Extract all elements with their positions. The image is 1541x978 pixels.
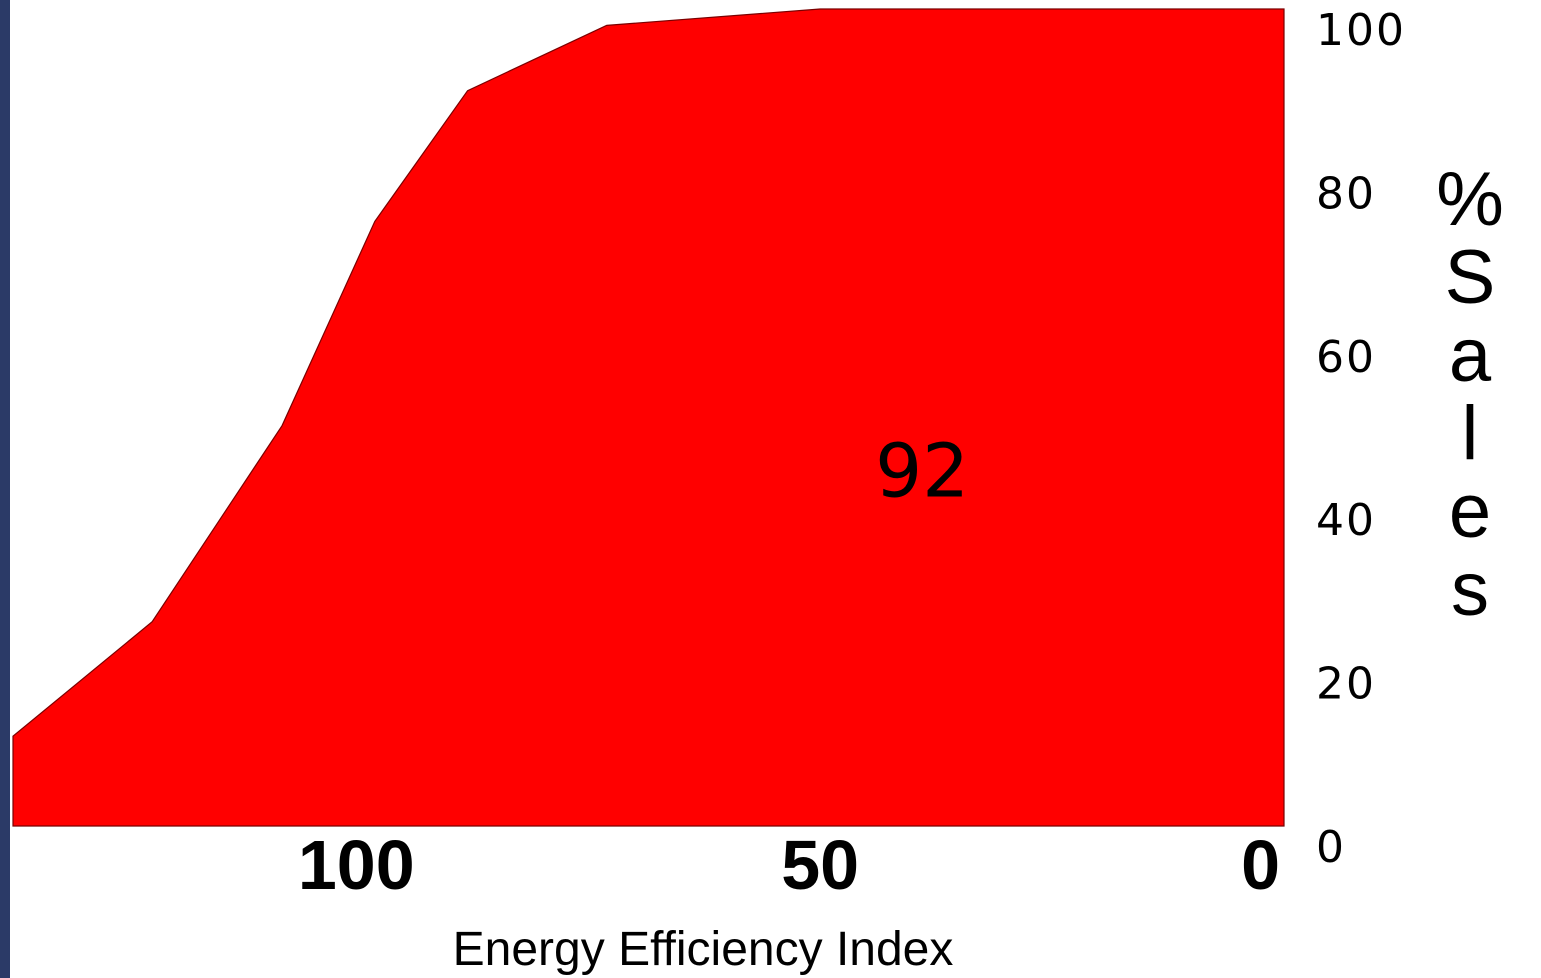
y-axis-label-char: S [1445, 235, 1496, 320]
y-axis-label-char: e [1449, 469, 1491, 554]
y-axis-label-char: a [1449, 313, 1492, 398]
x-axis: 100 50 0 [298, 826, 1280, 904]
y-tick-label: 100 [1316, 5, 1406, 56]
x-tick-label: 0 [1241, 826, 1280, 904]
left-border-strip [0, 0, 10, 978]
y-tick-label: 60 [1316, 332, 1376, 383]
y-tick-label: 20 [1316, 659, 1376, 710]
y-tick-label: 0 [1316, 822, 1346, 873]
y-axis-label-char: l [1462, 391, 1479, 476]
x-tick-label: 100 [298, 826, 415, 904]
area-series-0 [12, 8, 1285, 827]
x-axis-label: Energy Efficiency Index [453, 923, 954, 976]
x-tick-label: 50 [781, 826, 859, 904]
y-axis-label-char: s [1451, 547, 1489, 632]
y-axis-label-char: % [1436, 157, 1504, 242]
plot-area [12, 8, 1285, 827]
y-tick-label: 80 [1316, 168, 1376, 219]
y-axis: 0 20 40 60 80 100 [1316, 5, 1406, 873]
annotation-label: 92 [875, 429, 969, 515]
y-tick-label: 40 [1316, 495, 1376, 546]
